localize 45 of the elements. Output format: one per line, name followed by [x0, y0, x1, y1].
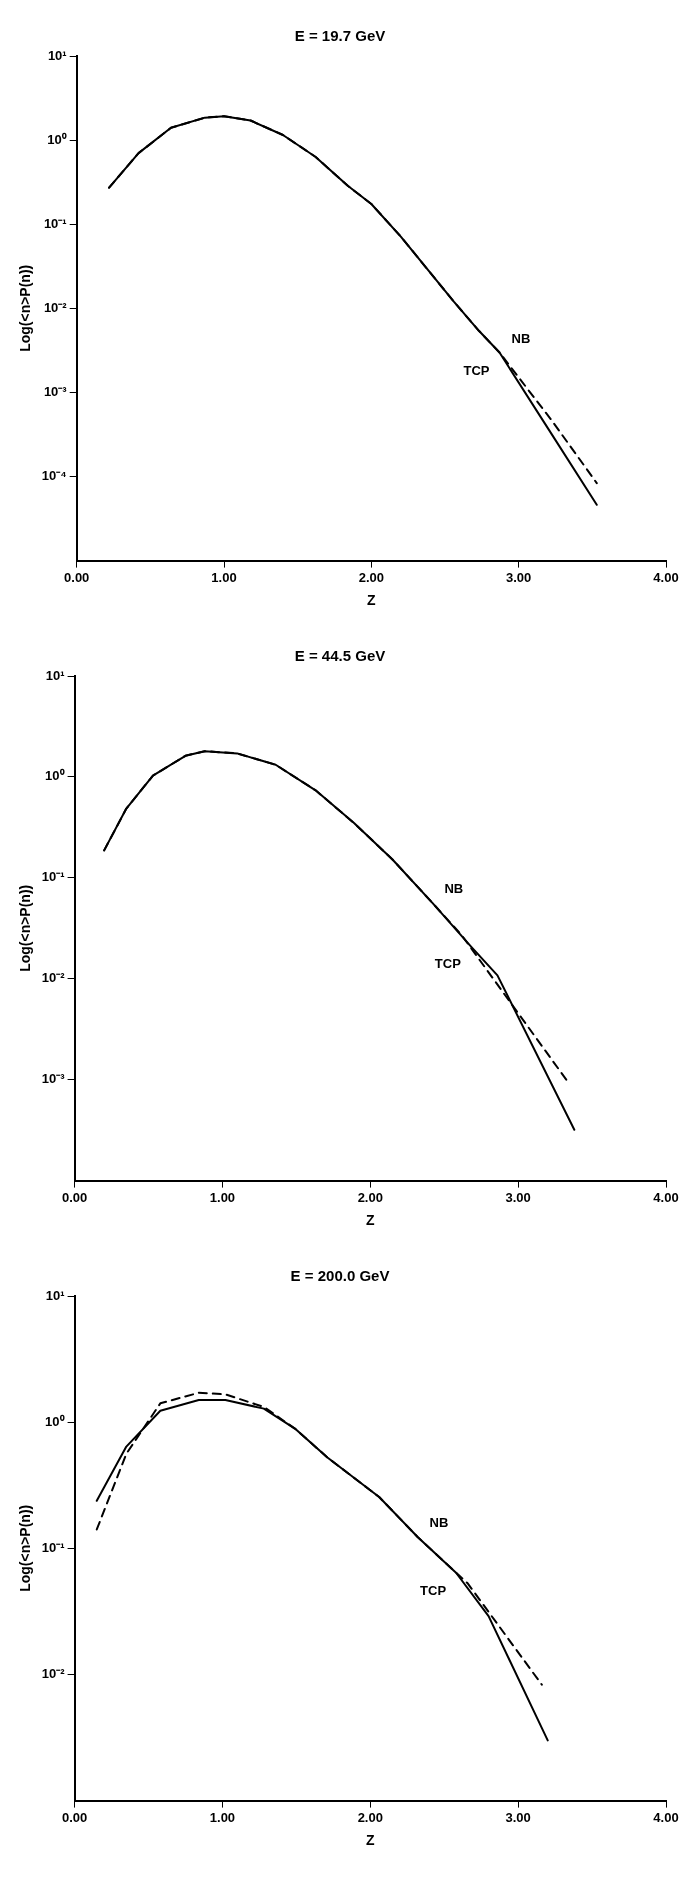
series-label: NB [429, 1514, 449, 1530]
x-tick-label: 2.00 [358, 569, 384, 585]
x-tick-label: 3.00 [505, 1189, 531, 1205]
y-tick-label: 10⁻¹ [41, 869, 65, 885]
y-axis-title: Log(<n>P(n)) [17, 884, 34, 972]
x-tick-label: 2.00 [357, 1189, 383, 1205]
x-tick-label: 1.00 [211, 569, 237, 585]
chart-title: E = 44.5 GeV [294, 647, 386, 665]
series-label: TCP [420, 1582, 447, 1598]
y-tick-label: 10⁻⁴ [41, 468, 67, 484]
y-tick-label: 10⁻² [41, 970, 66, 986]
y-tick-label: 10¹ [47, 47, 67, 63]
series-label: NB [511, 330, 531, 346]
series-label: TCP [434, 956, 462, 972]
x-tick-label: 0.00 [61, 1189, 88, 1205]
y-tick-label: 10⁻³ [43, 383, 68, 399]
series-label: TCP [463, 362, 490, 378]
x-tick-label: 4.00 [653, 569, 679, 585]
chart-title: E = 200.0 GeV [290, 1267, 390, 1285]
chart-title: E = 19.7 GeV [294, 27, 386, 45]
y-tick-label: 10¹ [45, 667, 65, 683]
x-tick-label: 1.00 [209, 1809, 236, 1825]
x-axis-title: Z [366, 1832, 376, 1849]
y-tick-label: 10⁰ [47, 131, 67, 147]
x-tick-label: 4.00 [653, 1809, 679, 1825]
x-tick-label: 4.00 [653, 1189, 679, 1205]
x-tick-label: 3.00 [506, 569, 532, 585]
x-tick-label: 1.00 [209, 1189, 236, 1205]
y-axis-title: Log(<n>P(n)) [17, 1504, 34, 1592]
y-tick-label: 10⁻² [41, 1666, 66, 1682]
x-axis-title: Z [366, 1212, 376, 1229]
y-axis-title: Log(<n>P(n)) [17, 264, 34, 352]
series-label: NB [444, 880, 464, 896]
y-tick-label: 10⁻¹ [43, 215, 67, 231]
y-tick-label: 10⁻³ [41, 1071, 66, 1087]
y-tick-label: 10⁰ [45, 768, 65, 784]
x-tick-label: 3.00 [505, 1809, 531, 1825]
x-axis-title: Z [367, 592, 377, 609]
x-tick-label: 0.00 [64, 569, 90, 585]
y-tick-label: 10⁰ [45, 1413, 65, 1429]
x-tick-label: 0.00 [61, 1809, 88, 1825]
y-tick-label: 10¹ [45, 1287, 65, 1303]
x-tick-label: 2.00 [357, 1809, 383, 1825]
y-tick-label: 10⁻¹ [41, 1539, 65, 1555]
y-tick-label: 10⁻² [43, 299, 68, 315]
